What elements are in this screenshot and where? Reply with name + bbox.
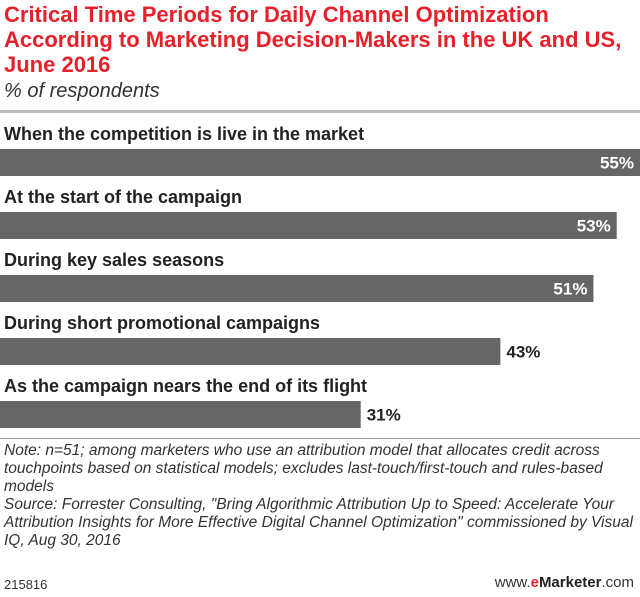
bottom-divider [0, 438, 640, 439]
value-label: 43% [506, 343, 540, 362]
brand-suffix: .com [601, 574, 634, 591]
category-label: As the campaign nears the end of its fli… [4, 376, 367, 396]
category-label: During key sales seasons [4, 250, 224, 270]
chart-notes: Note: n=51; among marketers who use an a… [4, 442, 636, 550]
value-label: 55% [600, 154, 634, 173]
chart-title: Critical Time Periods for Daily Channel … [4, 2, 622, 77]
category-label: When the competition is live in the mark… [4, 124, 364, 144]
chart-id: 215816 [4, 577, 48, 592]
brand-logo[interactable]: www.eMarketer.com [495, 574, 634, 591]
bar [0, 149, 640, 176]
bar [0, 212, 617, 239]
value-label: 53% [577, 217, 611, 236]
value-label: 31% [367, 406, 401, 425]
brand-e: e [530, 574, 539, 591]
brand-name: Marketer [538, 574, 602, 591]
bar [0, 275, 594, 302]
category-label: At the start of the campaign [4, 187, 242, 207]
top-divider [0, 110, 640, 113]
bar [0, 401, 361, 428]
note-text: Note: n=51; among marketers who use an a… [4, 442, 603, 495]
chart-subtitle: % of respondents [4, 80, 160, 102]
brand-prefix: www. [494, 574, 531, 591]
bar-chart: When the competition is live in the mark… [0, 124, 640, 428]
source-text: Source: Forrester Consulting, "Bring Alg… [4, 496, 633, 549]
category-label: During short promotional campaigns [4, 313, 320, 333]
bar [0, 338, 501, 365]
value-label: 51% [553, 280, 587, 299]
